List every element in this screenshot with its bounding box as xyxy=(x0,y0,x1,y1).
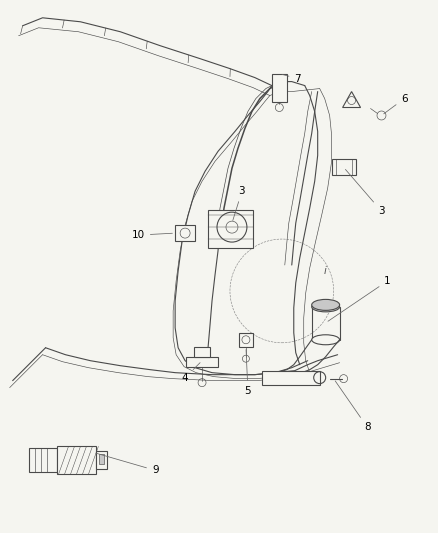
Bar xyxy=(208,210,253,248)
Bar xyxy=(194,347,210,357)
Bar xyxy=(57,447,96,474)
Text: 5: 5 xyxy=(244,350,251,395)
Ellipse shape xyxy=(312,302,339,312)
Text: 7: 7 xyxy=(282,74,301,84)
Bar xyxy=(96,451,107,470)
Bar xyxy=(28,448,57,472)
Ellipse shape xyxy=(312,335,339,345)
Text: 6: 6 xyxy=(384,93,408,114)
Text: 8: 8 xyxy=(335,381,371,432)
Text: 3: 3 xyxy=(346,169,385,216)
Text: 10: 10 xyxy=(132,230,173,240)
Polygon shape xyxy=(343,92,360,108)
Bar xyxy=(262,370,320,385)
Text: 3: 3 xyxy=(233,186,245,221)
Ellipse shape xyxy=(312,300,339,310)
Bar xyxy=(175,225,195,241)
Bar xyxy=(99,455,104,464)
Text: i: i xyxy=(323,266,326,276)
Text: 1: 1 xyxy=(328,276,391,321)
Bar xyxy=(332,159,356,175)
Bar xyxy=(239,333,253,347)
Text: 4: 4 xyxy=(182,362,200,383)
Bar xyxy=(272,74,287,101)
Bar xyxy=(186,357,218,367)
Text: 9: 9 xyxy=(96,453,159,475)
